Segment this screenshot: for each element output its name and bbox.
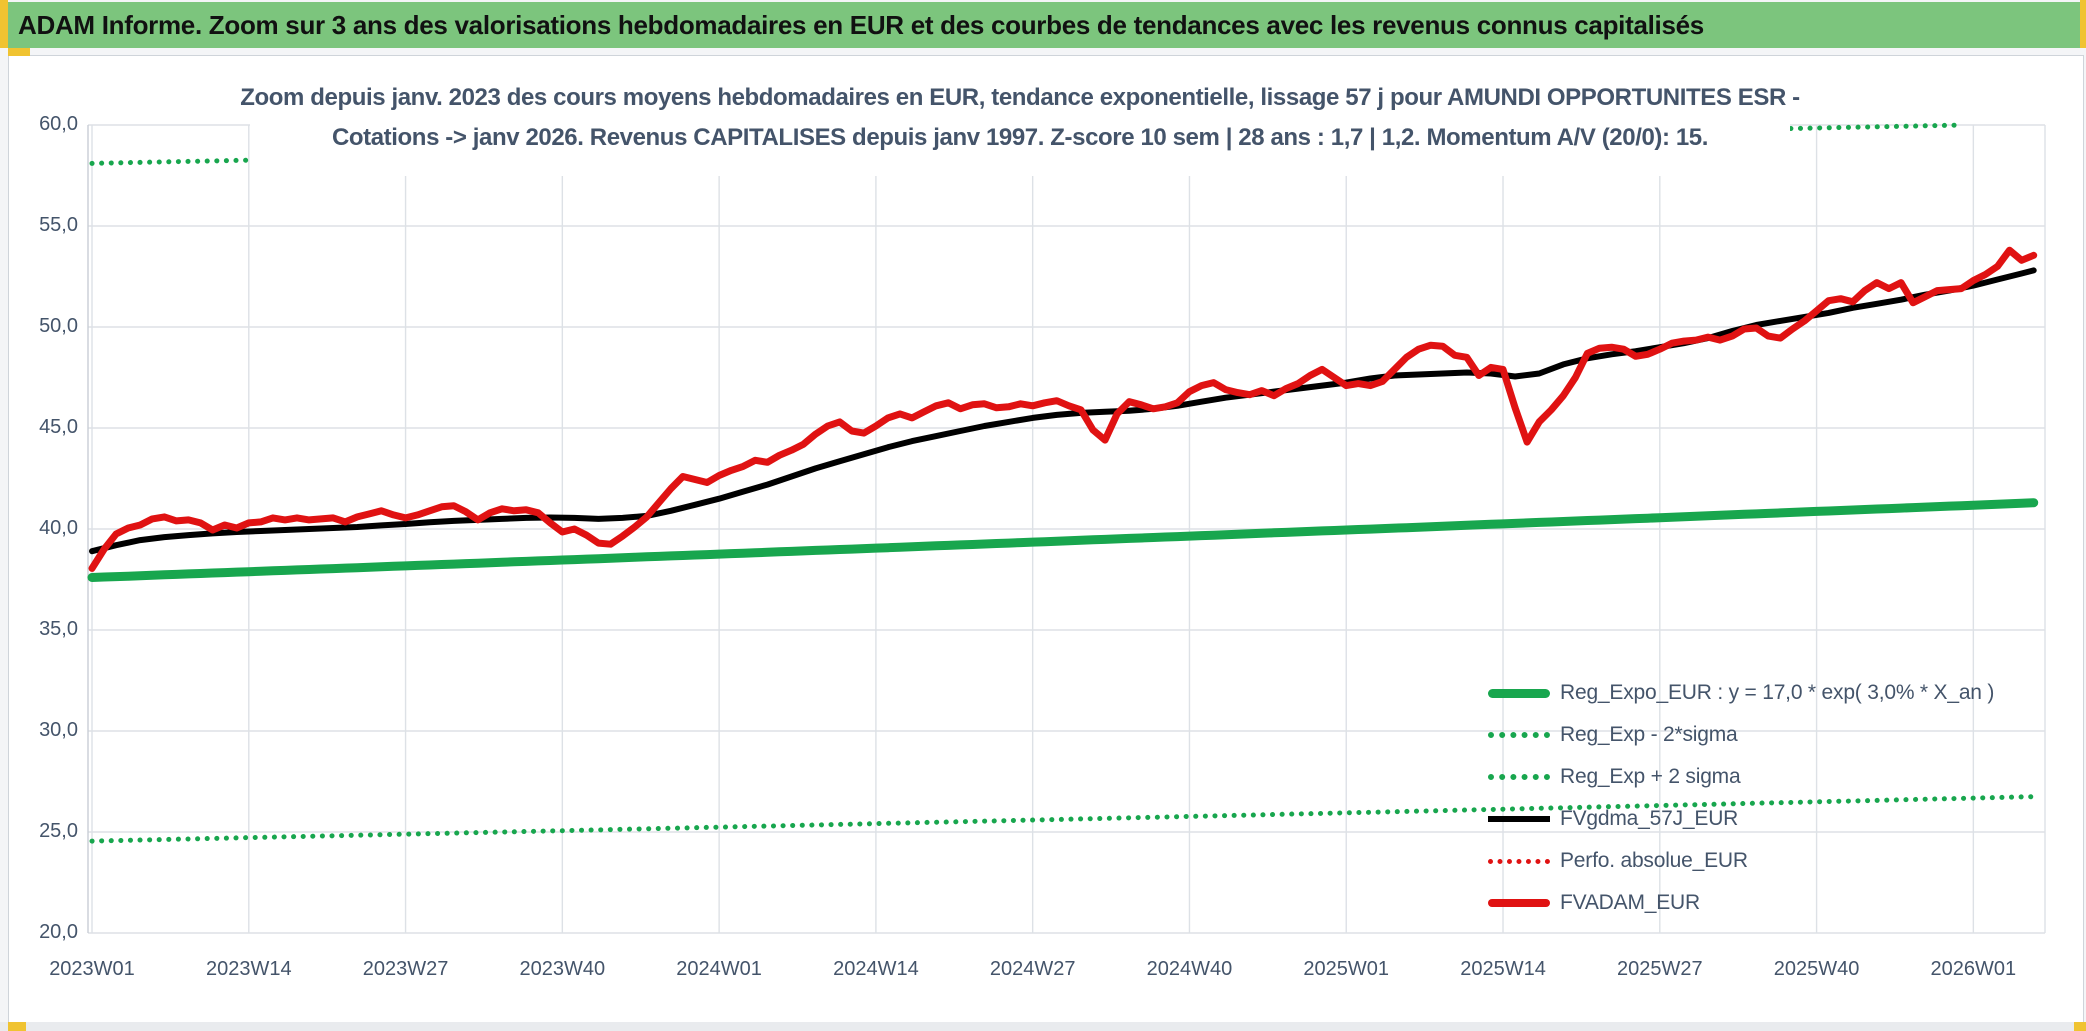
sheet-cell-corner-bottomright (2074, 1022, 2086, 1031)
legend-label: FVgdma_57J_EUR (1560, 807, 1739, 830)
x-tick-label: 2025W01 (1303, 958, 1390, 980)
legend-entry[interactable]: Reg_Exp - 2*sigma (1488, 714, 1738, 756)
fvadam-line (88, 246, 2038, 572)
y-tick-label: 55,0 (39, 214, 78, 236)
y-tick-label: 40,0 (39, 517, 78, 539)
x-tick-label: 2025W27 (1616, 958, 1703, 980)
sheet-cell-corner-topleft (0, 0, 8, 48)
legend-marker-green-dotted-icon (1488, 774, 1550, 780)
fvgdma-line (89, 267, 2037, 555)
chart-title-line1: Zoom depuis janv. 2023 des cours moyens … (240, 84, 1800, 111)
legend-label: Reg_Expo_EUR : y = 17,0 * exp( 3,0% * X_… (1560, 681, 1995, 704)
legend-label: Reg_Exp - 2*sigma (1560, 723, 1738, 746)
legend-marker-red-dotted-icon (1488, 858, 1550, 864)
legend-marker-red-solid-icon (1488, 899, 1550, 907)
x-tick-label: 2024W14 (833, 958, 919, 980)
x-tick-label: 2026W01 (1930, 958, 2017, 980)
legend-entry[interactable]: Reg_Expo_EUR : y = 17,0 * exp( 3,0% * X_… (1488, 672, 1994, 714)
legend-marker-black-solid-icon (1488, 816, 1550, 822)
header-title: ADAM Informe. Zoom sur 3 ans des valoris… (18, 9, 1704, 40)
legend-label: Reg_Exp + 2 sigma (1560, 765, 1741, 788)
header-bar: ADAM Informe. Zoom sur 3 ans des valoris… (0, 2, 2080, 48)
y-tick-label: 45,0 (39, 416, 78, 438)
reg-exp-minus-2sigma-line (89, 794, 2037, 844)
legend-entry[interactable]: Perfo. absolue_EUR (1488, 840, 1748, 882)
x-tick-label: 2024W01 (676, 958, 762, 980)
sheet-cell-corner-bottomleft (8, 1022, 26, 1031)
x-tick-label: 2023W27 (362, 958, 449, 980)
legend-entry[interactable]: Reg_Exp + 2 sigma (1488, 756, 1741, 798)
x-tick-label: 2023W40 (519, 958, 606, 980)
x-tick-label: 2025W14 (1460, 958, 1546, 980)
y-tick-label: 50,0 (39, 315, 78, 337)
y-tick-label: 20,0 (39, 921, 78, 943)
legend-label: Perfo. absolue_EUR (1560, 849, 1748, 872)
y-tick-label: 35,0 (39, 618, 78, 640)
bottom-strip (0, 1022, 2086, 1031)
sheet-cell-corner-topright (2080, 0, 2086, 48)
legend-marker-green-solid-icon (1488, 688, 1550, 698)
y-tick-label: 30,0 (39, 719, 78, 741)
chart-title-line2: Cotations -> janv 2026. Revenus CAPITALI… (331, 124, 1709, 151)
x-tick-label: 2023W14 (205, 958, 292, 980)
reg-expo-line (87, 498, 2039, 582)
y-tick-label: 60,0 (39, 113, 78, 135)
legend-entry[interactable]: FVADAM_EUR (1488, 882, 1700, 924)
x-tick-label: 2024W40 (1146, 958, 1233, 980)
y-tick-label: 25,0 (39, 820, 78, 842)
sheet-cell-edge-left (8, 48, 30, 56)
legend-label: FVADAM_EUR (1560, 891, 1700, 914)
x-tick-label: 2023W01 (49, 958, 135, 980)
legend-marker-green-dotted-icon (1488, 732, 1550, 738)
chart-title-box: Zoom depuis janv. 2023 des cours moyens … (240, 60, 1800, 176)
legend-entry[interactable]: FVgdma_57J_EUR (1488, 798, 1738, 840)
x-tick-label: 2025W40 (1773, 958, 1860, 980)
x-tick-label: 2024W27 (989, 958, 1076, 980)
